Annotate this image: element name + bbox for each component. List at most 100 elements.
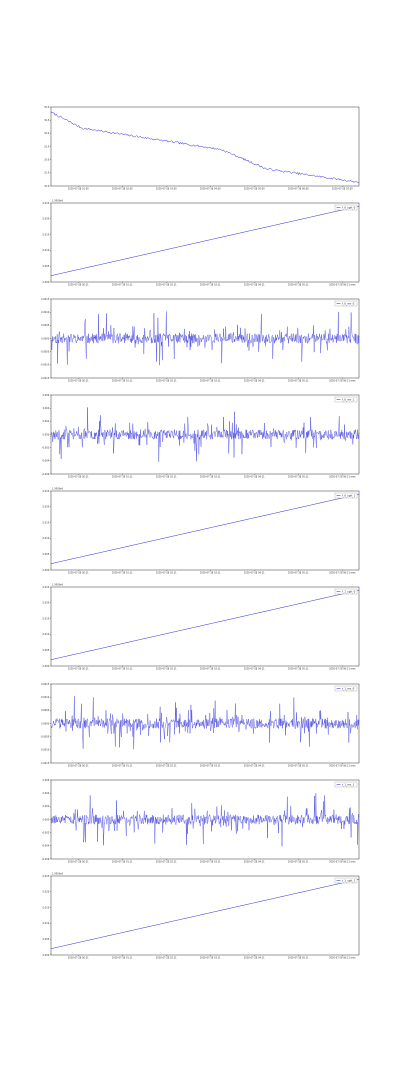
x-tick-label: 2020-07-28 01:11 (112, 668, 133, 671)
series-line (50, 696, 360, 750)
y-tick-label: 0.010 (43, 922, 50, 925)
x-tick-label: 2020-07-28 00:11 (68, 572, 89, 575)
y-tick-label: 33.0 (44, 158, 50, 161)
x-tick-label: 2020-07-28 04:11 (244, 476, 265, 479)
legend: t_0_mv_0 (334, 300, 358, 307)
x-tick-label: 2020-07-28 03:11 (200, 765, 221, 768)
y-tick-label: 0.015 (43, 521, 50, 524)
chart-panel-8: -0.006 -0.004 -0.002 0.000 0.002 0.004 0.006 20… (42, 779, 360, 864)
y-tick-label: 0.000 (43, 433, 50, 436)
x-tick-label: 2020-07-28 06:11 ems (329, 957, 356, 960)
x-tick-label: 2020-07-28 01:11 (112, 957, 133, 960)
x-tick-label: 2020-07-28 05:11 (288, 572, 309, 575)
y-tick-label: -0.006 (42, 473, 50, 476)
x-tick-label: 2020-07-28 02:11 (156, 765, 177, 768)
legend-label: t_0_mv_0 (342, 301, 355, 305)
x-tick-label: 2020-07-28 01:11 (112, 284, 133, 287)
y-tick-label: 0.000 (43, 954, 50, 957)
y-tick-label: 0.025 (43, 586, 50, 589)
x-tick-label: 2020-07-28 05:11 (288, 380, 309, 383)
series-line (50, 205, 360, 276)
chart-panel-1: 32.0 32.5 33.0 33.5 34.0 34.5 35.0 2020-07-28 0… (44, 106, 360, 191)
y-tick-label: -0.006 (42, 858, 50, 861)
x-tick-label: 2020-07-28 03:00 (156, 188, 177, 191)
x-tick-label: 2020-07-28 06:11 ems (329, 380, 356, 383)
y-tick-label: -0.0005 (40, 735, 49, 738)
y-tick-label: 33.5 (44, 145, 50, 148)
chart-panel-2: 0.000 0.005 0.010 0.015 0.020 0.025 2020-07-28… (43, 200, 360, 287)
y-tick-label: 35.0 (44, 106, 50, 109)
y-tick-label: 0.015 (43, 617, 50, 620)
x-tick-label: 2020-07-28 03:11 (200, 957, 221, 960)
legend: t_1_mv_0 (334, 685, 358, 692)
y-tick-label: -0.004 (42, 460, 50, 463)
y-tick-label: 0.000 (43, 569, 50, 572)
y-tick-label: 0.010 (43, 249, 50, 252)
y-tick-label: 0.000 (43, 281, 50, 284)
x-tick-label: 2020-07-28 06:11 ems (329, 572, 356, 575)
x-tick-label: 2020-07-28 04:11 (244, 284, 265, 287)
legend: t_1_upit_1 (334, 877, 358, 884)
y-tick-label: 0.006 (43, 394, 50, 397)
x-tick-label: 2020-07-28 00:11 (68, 765, 89, 768)
legend: t_1_upit_0 (334, 588, 358, 595)
y-tick-label: 0.0000 (41, 722, 50, 725)
x-tick-label: 2020-07-28 04:00 (200, 188, 221, 191)
x-tick-label: 2020-07-28 01:00 (68, 188, 89, 191)
y-tick-label: 0.020 (43, 602, 50, 605)
x-tick-label: 2020-07-28 06:11 ems (329, 765, 356, 768)
y-tick-label: 0.005 (43, 938, 50, 941)
x-tick-label: 2020-07-28 04:11 (244, 861, 265, 864)
legend: t_0_upit_0 (334, 204, 358, 211)
legend: t_1_mv_1 (334, 781, 358, 788)
x-tick-label: 2020-07-28 05:00 (244, 188, 265, 191)
y-tick-label: 0.005 (43, 553, 50, 556)
x-tick-label: 2020-07-28 05:11 (288, 476, 309, 479)
y-tick-label: 0.0010 (41, 696, 50, 699)
x-tick-label: 2020-07-28 05:11 (288, 668, 309, 671)
axis-offset-label: 1.5959e9 (52, 488, 63, 491)
series-line (50, 793, 360, 847)
x-tick-label: 2020-07-28 05:11 (288, 861, 309, 864)
y-tick-label: 0.025 (43, 202, 50, 205)
x-tick-label: 2020-07-28 01:11 (112, 572, 133, 575)
x-tick-label: 2020-07-28 06:00 (288, 188, 309, 191)
x-tick-label: 2020-07-28 04:11 (244, 957, 265, 960)
y-tick-label: 0.0015 (41, 683, 50, 686)
axes-frame (50, 202, 360, 283)
y-tick-label: -0.002 (42, 446, 50, 449)
legend-label: t_0_upit_0 (342, 205, 356, 209)
x-tick-label: 2020-07-28 03:11 (200, 380, 221, 383)
y-tick-label: 0.002 (43, 805, 50, 808)
y-tick-label: 0.0005 (41, 324, 50, 327)
x-tick-label: 2020-07-28 04:11 (244, 380, 265, 383)
y-tick-label: -0.0015 (40, 762, 49, 765)
x-tick-label: 2020-07-28 06:11 ems (329, 284, 356, 287)
x-tick-label: 2020-07-28 00:11 (68, 380, 89, 383)
y-tick-label: 0.020 (43, 506, 50, 509)
axis-offset-label: 1.5959e9 (52, 584, 63, 587)
y-tick-label: 0.005 (43, 649, 50, 652)
chart-panel-3: -0.0015 -0.0010 -0.0005 0.0000 0.0005 0.0010 0… (40, 298, 360, 383)
x-tick-label: 2020-07-28 04:11 (244, 668, 265, 671)
chart-panel-9: 0.000 0.005 0.010 0.015 0.020 0.025 2020-07-28… (43, 873, 360, 960)
y-tick-label: 0.002 (43, 420, 50, 423)
axes-frame (50, 875, 360, 956)
y-tick-label: 0.005 (43, 265, 50, 268)
series-line (50, 111, 360, 184)
x-tick-label: 2020-07-28 00:11 (68, 476, 89, 479)
x-tick-label: 2020-07-28 05:11 (288, 957, 309, 960)
x-tick-label: 2020-07-28 02:11 (156, 284, 177, 287)
x-tick-label: 2020-07-28 02:11 (156, 957, 177, 960)
y-tick-label: 34.0 (44, 132, 50, 135)
legend-label: t_1_mv_1 (342, 782, 355, 786)
y-tick-label: 0.020 (43, 218, 50, 221)
chart-panel-5: 0.000 0.005 0.010 0.015 0.020 0.025 2020-07-28… (43, 488, 360, 575)
y-tick-label: 0.015 (43, 906, 50, 909)
axis-offset-label: 1.5959e9 (52, 200, 63, 203)
axes-frame (50, 490, 360, 571)
legend-label: t_1_upit_0 (342, 589, 356, 593)
x-tick-label: 2020-07-28 00:11 (68, 668, 89, 671)
y-tick-label: 0.0000 (41, 337, 50, 340)
x-tick-label: 2020-07-28 03:11 (200, 572, 221, 575)
